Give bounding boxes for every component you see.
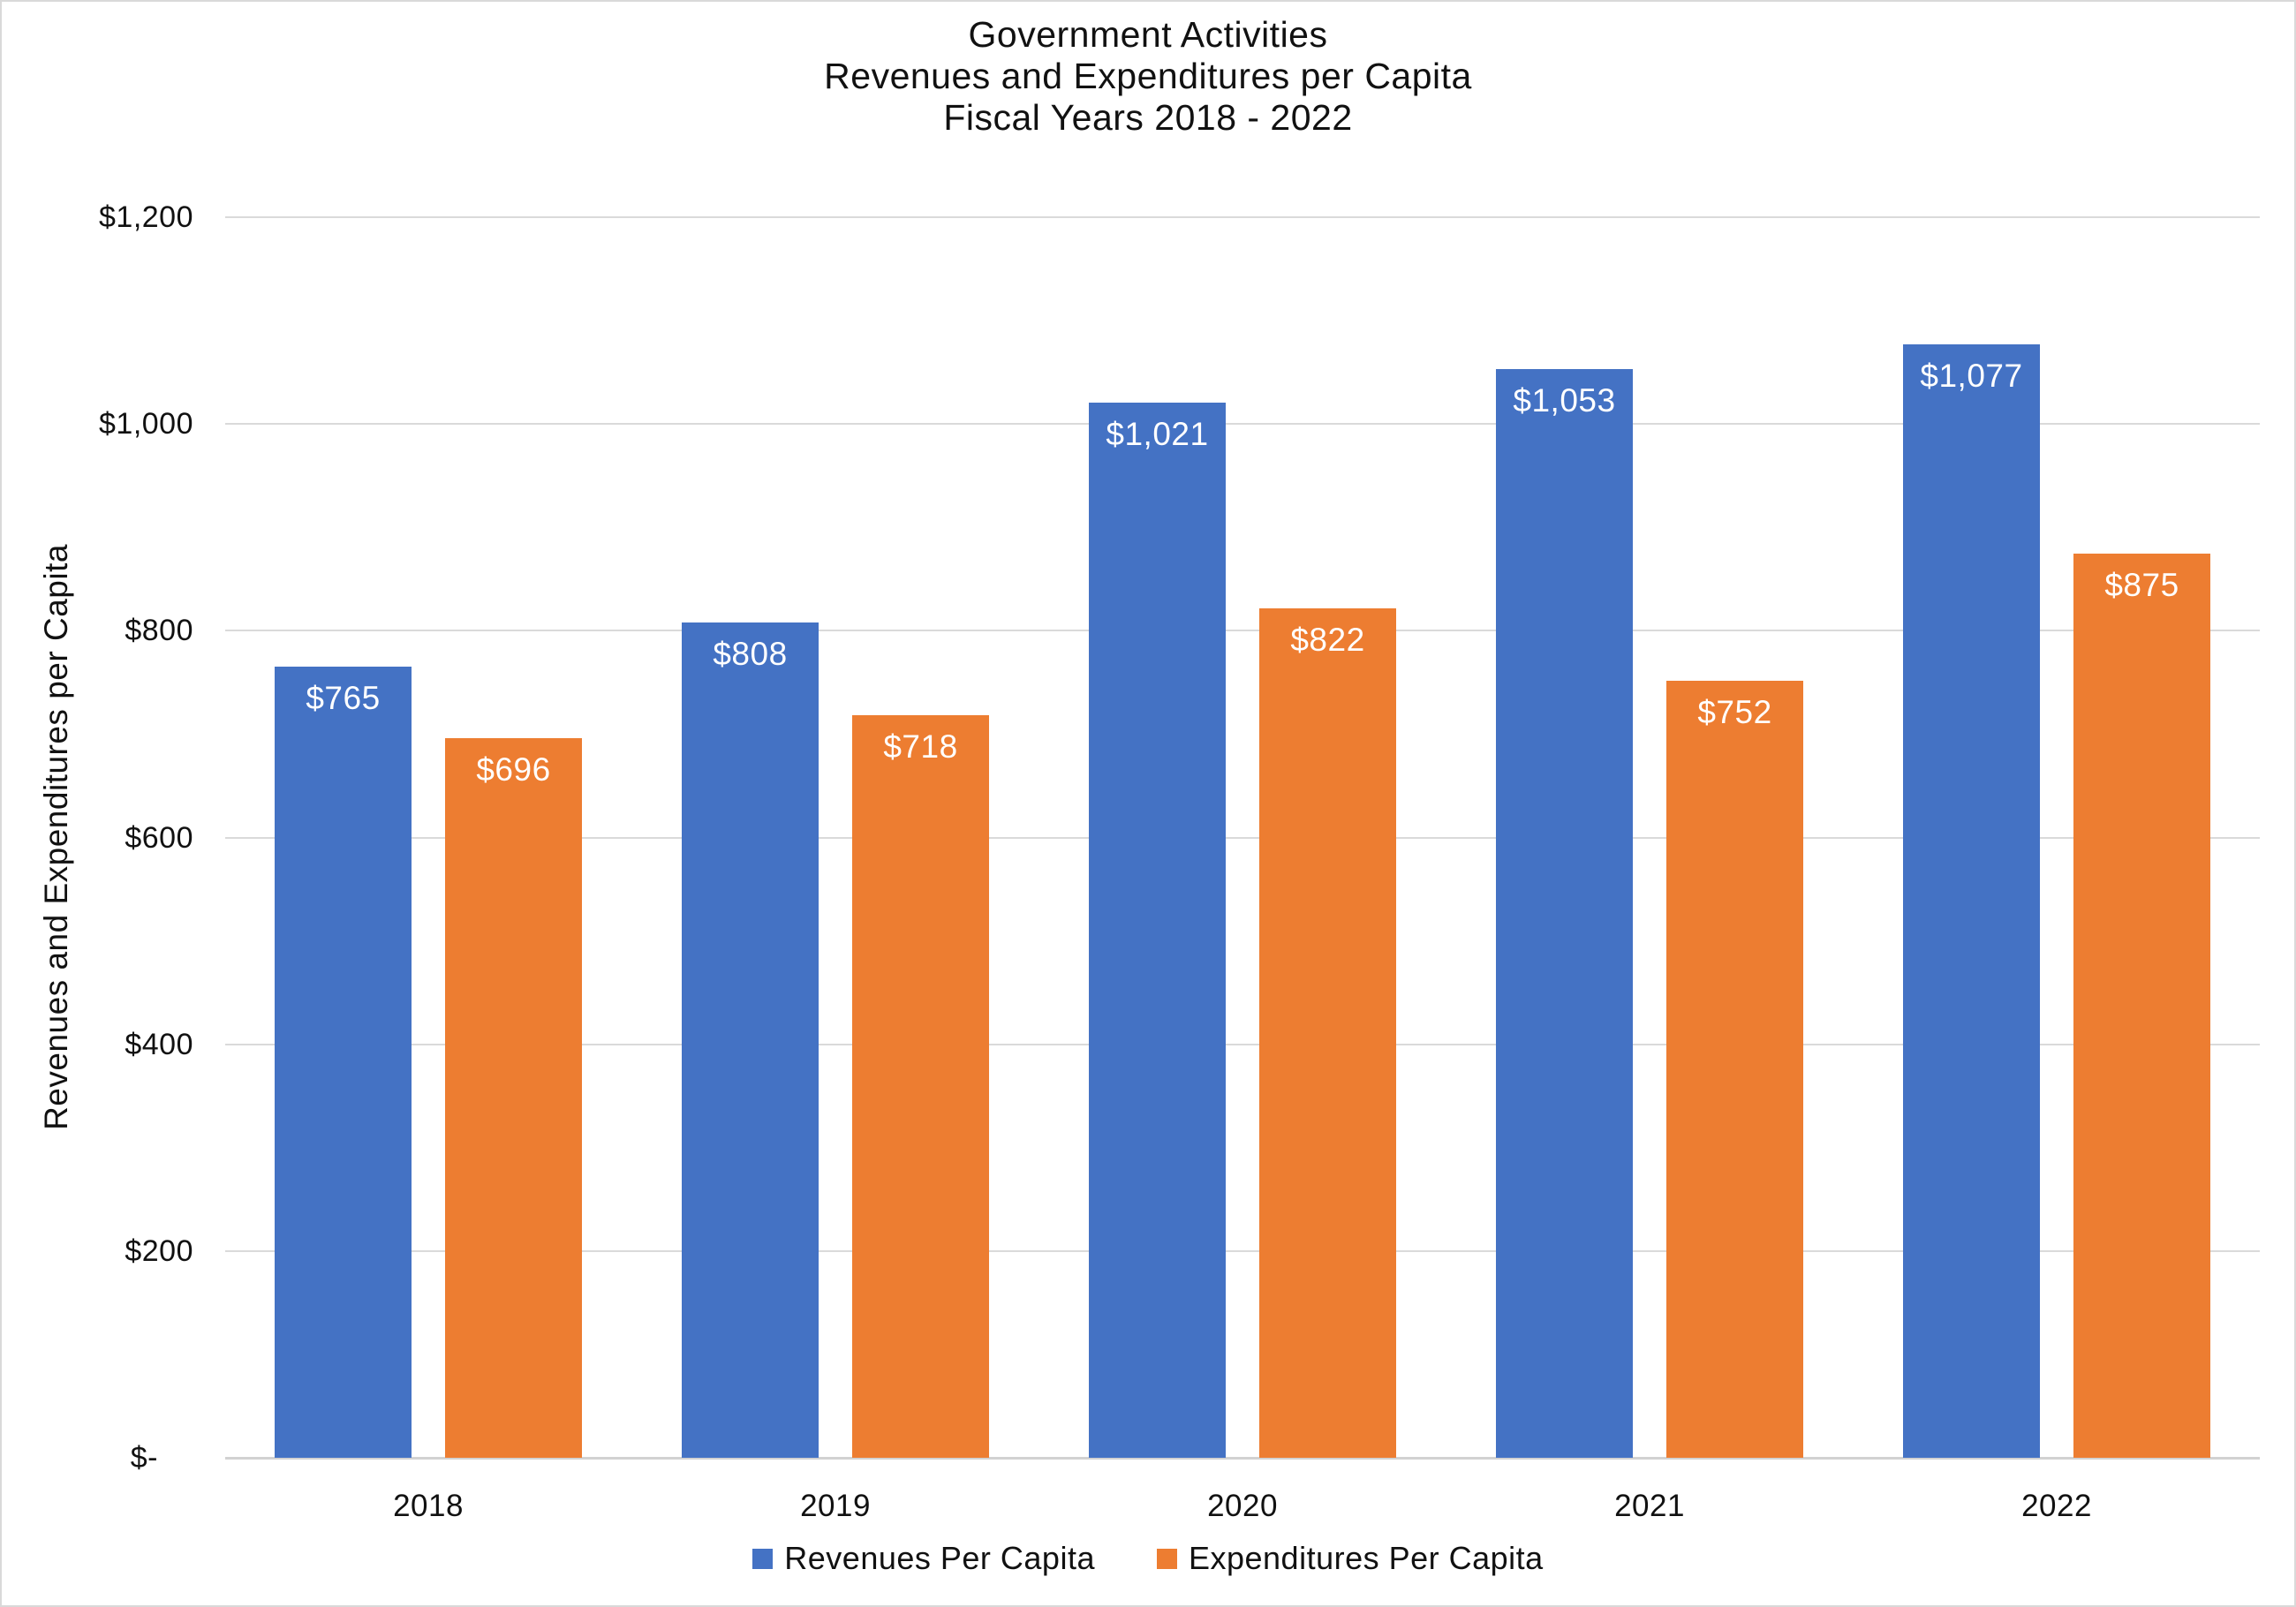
bar-data-label: $718 — [883, 728, 958, 765]
chart-title: Government Activities Revenues and Expen… — [2, 14, 2294, 139]
bar-revenues-per-capita-2018: $765 — [275, 667, 412, 1458]
x-tick-label-2018: 2018 — [393, 1489, 464, 1523]
y-tick-label-1000: $1,000 — [99, 407, 193, 441]
x-tick-label-2019: 2019 — [800, 1489, 871, 1523]
bar-expenditures-per-capita-2019: $718 — [852, 715, 989, 1458]
gridline-800 — [225, 630, 2260, 632]
chart-title-line-1: Government Activities — [968, 14, 1328, 55]
bar-revenues-per-capita-2020: $1,021 — [1089, 403, 1226, 1458]
legend: Revenues Per Capita Expenditures Per Cap… — [2, 1540, 2294, 1577]
x-axis-line — [225, 1457, 2260, 1460]
bar-revenues-per-capita-2021: $1,053 — [1496, 369, 1633, 1458]
chart-title-line-2: Revenues and Expenditures per Capita — [824, 56, 1472, 96]
bar-expenditures-per-capita-2020: $822 — [1259, 608, 1396, 1458]
x-tick-label-2020: 2020 — [1207, 1489, 1278, 1523]
gridline-1000 — [225, 423, 2260, 426]
bar-data-label: $875 — [2104, 567, 2179, 603]
gridline-400 — [225, 1043, 2260, 1045]
bar-data-label: $765 — [306, 680, 381, 716]
gridline-200 — [225, 1249, 2260, 1252]
x-tick-label-2021: 2021 — [1614, 1489, 1685, 1523]
y-tick-label-200: $200 — [125, 1234, 193, 1268]
bar-data-label: $752 — [1697, 694, 1772, 730]
y-tick-label-800: $800 — [125, 614, 193, 648]
bar-data-label: $822 — [1290, 622, 1365, 658]
x-tick-label-2022: 2022 — [2021, 1489, 2092, 1523]
legend-label-expenditures: Expenditures Per Capita — [1188, 1540, 1544, 1576]
legend-item-revenues: Revenues Per Capita — [752, 1540, 1095, 1577]
legend-swatch-revenues — [752, 1548, 774, 1569]
legend-swatch-expenditures — [1156, 1548, 1177, 1569]
bar-revenues-per-capita-2022: $1,077 — [1903, 344, 2040, 1458]
bar-expenditures-per-capita-2018: $696 — [445, 738, 582, 1458]
legend-item-expenditures: Expenditures Per Capita — [1156, 1540, 1544, 1577]
y-tick-label-0: $- — [130, 1441, 158, 1475]
plot-area: $765 $696 $808 $718 $1,021 $822 $1,053 $752 $1,0… — [225, 216, 2260, 1460]
bar-expenditures-per-capita-2021: $752 — [1666, 681, 1803, 1458]
bar-data-label: $1,021 — [1106, 416, 1209, 452]
gridline-1200 — [225, 216, 2260, 218]
bar-data-label: $808 — [713, 636, 788, 672]
bar-data-label: $1,077 — [1920, 358, 2023, 394]
y-tick-label-1200: $1,200 — [99, 200, 193, 234]
bar-data-label: $1,053 — [1513, 382, 1616, 419]
bar-revenues-per-capita-2019: $808 — [682, 622, 819, 1458]
y-tick-label-600: $600 — [125, 820, 193, 855]
bar-expenditures-per-capita-2022: $875 — [2073, 554, 2210, 1458]
legend-label-revenues: Revenues Per Capita — [784, 1540, 1095, 1576]
gridline-600 — [225, 836, 2260, 839]
chart-title-line-3: Fiscal Years 2018 - 2022 — [943, 97, 1353, 138]
bar-data-label: $696 — [476, 751, 551, 788]
y-tick-label-400: $400 — [125, 1027, 193, 1061]
